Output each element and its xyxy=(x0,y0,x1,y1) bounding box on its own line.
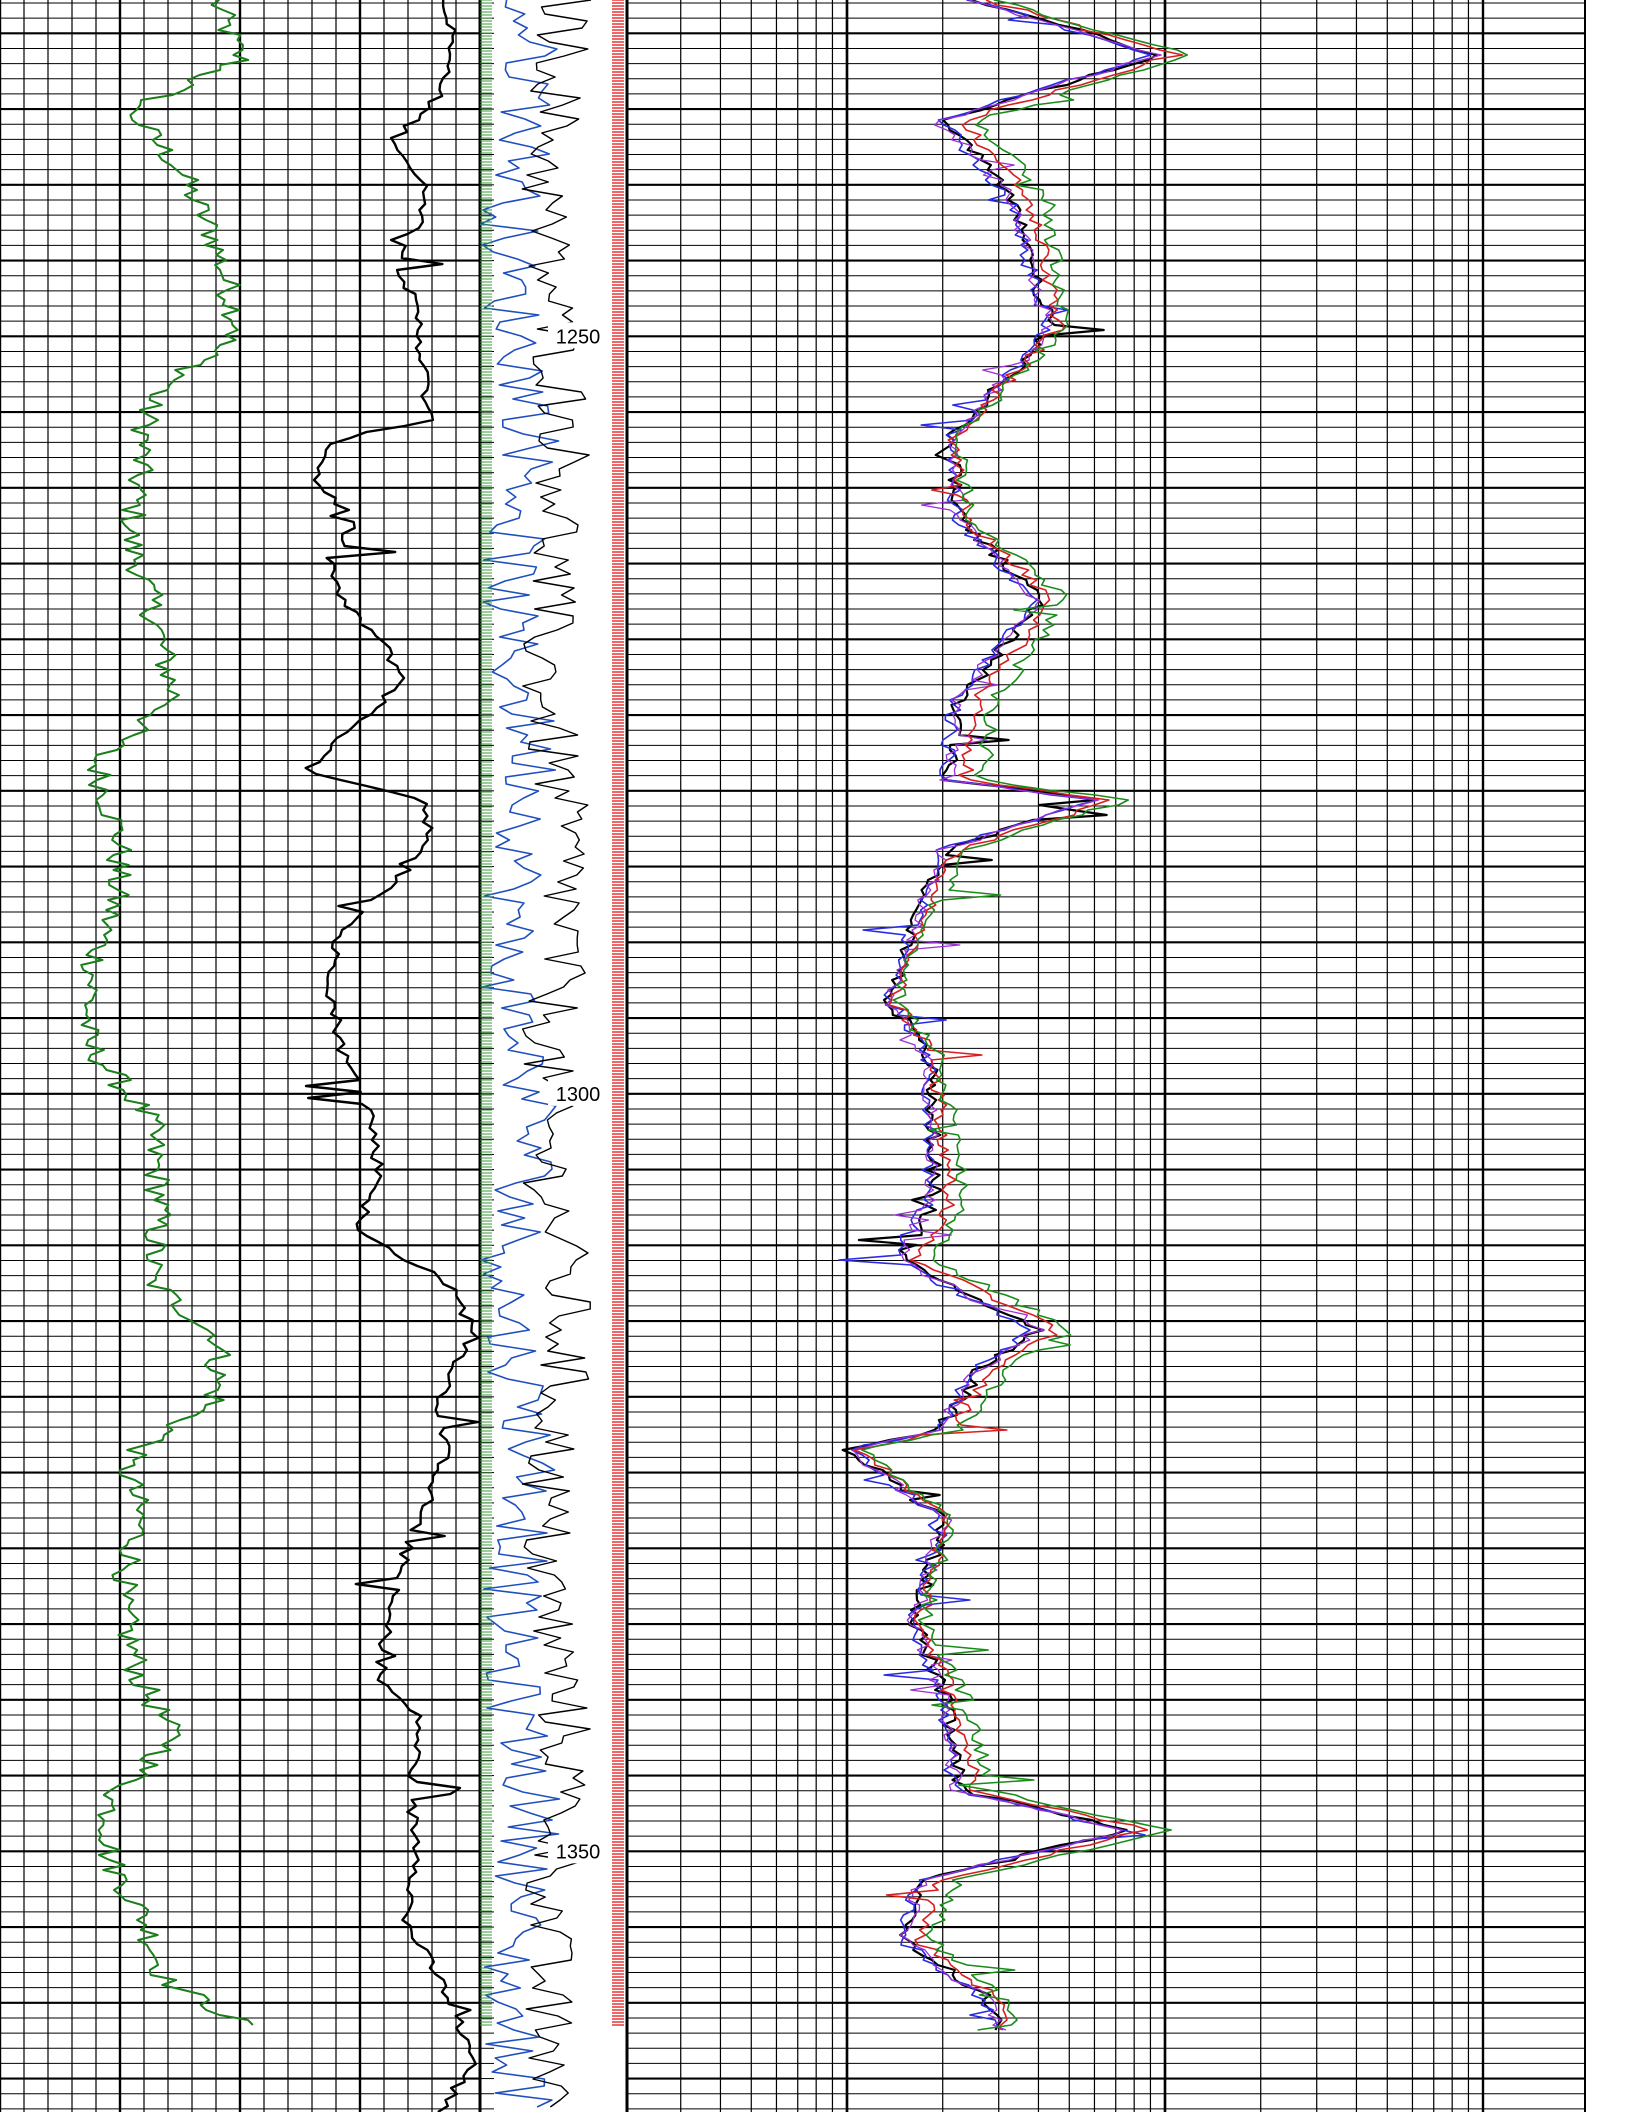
resistivity-curve-green xyxy=(861,0,1188,2031)
depth-label: 1250 xyxy=(556,326,601,348)
resistivity-curve-blue xyxy=(838,0,1152,2031)
depth-label: 1300 xyxy=(556,1084,601,1106)
resistivity-curve-black xyxy=(841,0,1158,2031)
caliper-curve xyxy=(304,0,480,2112)
porosity-curve-black xyxy=(521,0,592,2108)
depth-tick-layer xyxy=(480,0,624,2026)
depth-label-background xyxy=(548,1837,610,1864)
depth-label-layer: 1250 1300 1350 xyxy=(548,322,610,1864)
resistivity-curve-purple xyxy=(852,0,1162,2031)
curve-layer xyxy=(80,0,1188,2112)
grid-layer xyxy=(0,0,1586,2112)
depth-label: 1350 xyxy=(556,1841,601,1863)
porosity-curve-blue xyxy=(480,0,561,2108)
gamma-ray-curve xyxy=(80,0,254,2026)
resistivity-curve-red xyxy=(853,0,1184,2031)
depth-label-background xyxy=(548,1079,610,1106)
depth-label-background xyxy=(548,322,610,349)
